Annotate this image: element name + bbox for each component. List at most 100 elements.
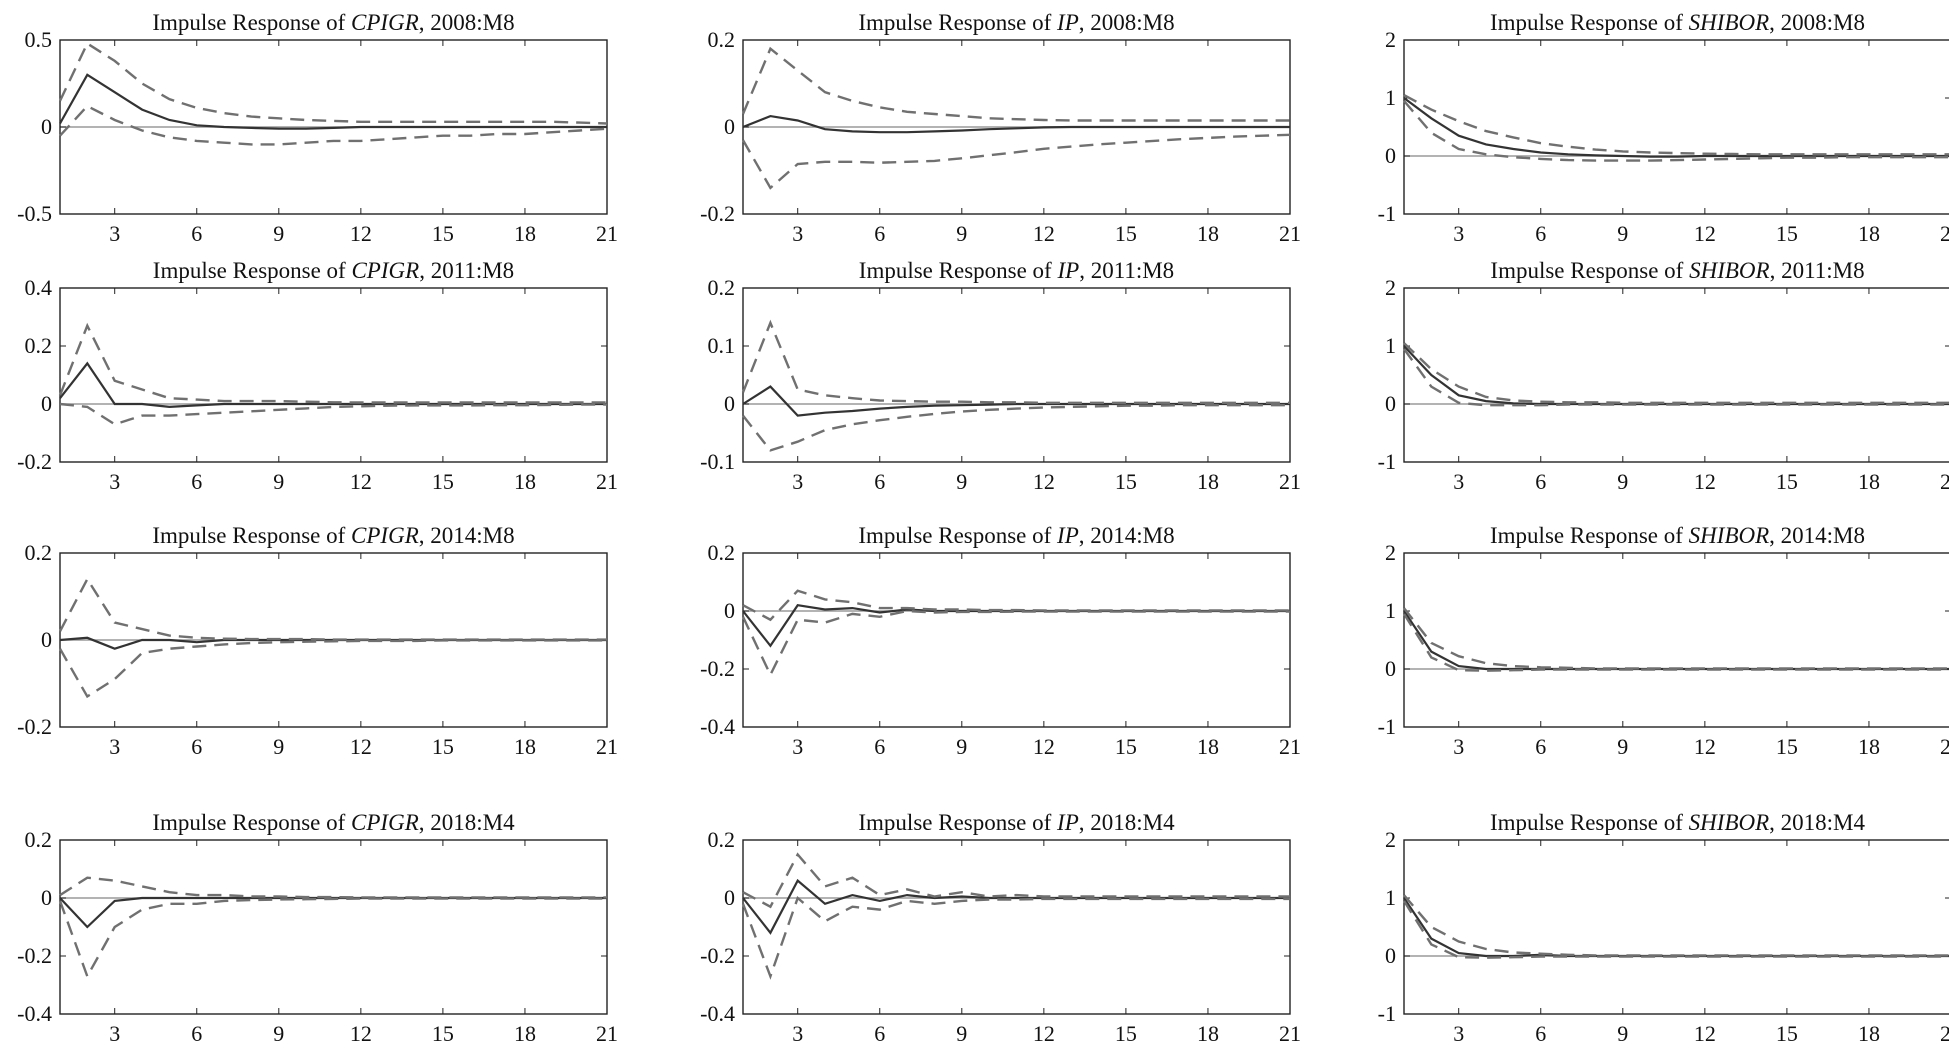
x-tick-label: 3	[792, 734, 803, 759]
x-tick-label: 3	[1453, 469, 1464, 494]
plot-frame	[742, 839, 1291, 1015]
x-tick-label: 12	[1033, 734, 1055, 759]
panel-title-prefix: Impulse Response of	[1490, 523, 1689, 548]
x-tick-label: 12	[1694, 1021, 1716, 1046]
panel-title-suffix: , 2011:M8	[1770, 258, 1865, 283]
panel-title-variable: SHIBOR	[1689, 523, 1769, 548]
panel-title-prefix: Impulse Response of	[859, 258, 1058, 283]
y-tick-label: 0.2	[708, 540, 736, 565]
y-tick-label: 0	[1385, 656, 1396, 681]
x-tick-label: 9	[956, 221, 967, 246]
x-tick-label: 6	[1535, 221, 1546, 246]
panel-4-1: Impulse Response of CPIGR, 2018:M4 0.2 0 -0…	[17, 810, 618, 1046]
panel-title-suffix: , 2011:M8	[1079, 258, 1174, 283]
impulse-response-line	[1403, 97, 1949, 158]
x-tick-label: 6	[191, 221, 202, 246]
panel-title: Impulse Response of IP, 2018:M4	[858, 810, 1175, 835]
y-tick-label: -0.2	[17, 449, 52, 474]
y-tick-label: 1	[1385, 598, 1396, 623]
x-tick-label: 21	[1279, 734, 1301, 759]
y-tick-label: -1	[1378, 714, 1396, 739]
x-tick-label: 21	[1279, 221, 1301, 246]
impulse-response-line	[1403, 345, 1949, 406]
x-tick-label: 9	[956, 469, 967, 494]
x-tick-label: 3	[109, 1021, 120, 1046]
plot-frame	[1403, 287, 1949, 463]
x-tick-label: 18	[1858, 469, 1880, 494]
y-tick-label: -1	[1378, 1001, 1396, 1026]
y-tick-label: -1	[1378, 449, 1396, 474]
y-tick-label: 0.2	[25, 540, 53, 565]
impulse-response-line	[742, 385, 1290, 417]
x-tick-label: 6	[1535, 1021, 1546, 1046]
x-tick-label: 21	[1279, 469, 1301, 494]
y-tick-label: 0	[724, 598, 735, 623]
plot-frame	[742, 287, 1291, 463]
x-tick-label: 12	[350, 469, 372, 494]
confidence-band-lower	[1402, 613, 1949, 672]
x-tick-label: 15	[432, 1021, 454, 1046]
panel-title-suffix: , 2014:M8	[1079, 523, 1175, 548]
confidence-band-lower	[741, 133, 1291, 190]
confidence-band-lower	[1402, 900, 1949, 959]
confidence-band-upper	[58, 41, 608, 125]
y-tick-label: 2	[1385, 827, 1396, 852]
confidence-band-upper	[59, 876, 607, 899]
impulse-response-line	[742, 878, 1290, 935]
x-tick-label: 18	[1858, 221, 1880, 246]
x-tick-label: 12	[1694, 734, 1716, 759]
x-tick-label: 3	[792, 469, 803, 494]
x-tick-label: 15	[1776, 469, 1798, 494]
panel-title-suffix: , 2018:M4	[419, 810, 515, 835]
panel-title-variable: IP	[1056, 10, 1079, 35]
y-tick-label: -0.2	[17, 943, 52, 968]
x-tick-label: 6	[874, 734, 885, 759]
x-tick-label: 15	[1115, 734, 1137, 759]
plot-frame	[1403, 39, 1949, 215]
plot-frame	[59, 287, 608, 463]
panel-title-prefix: Impulse Response of	[858, 523, 1057, 548]
panel-2-3: Impulse Response of SHIBOR, 2011:M8210-1…	[1378, 258, 1949, 494]
x-tick-label: 18	[514, 221, 536, 246]
confidence-band-upper	[741, 319, 1290, 404]
confidence-band-lower	[59, 104, 608, 146]
panel-title-suffix: , 2011:M8	[419, 258, 514, 283]
y-tick-label: -0.2	[17, 714, 52, 739]
panel-title: Impulse Response of SHIBOR, 2008:M8	[1490, 10, 1865, 35]
panel-2-1: Impulse Response of CPIGR, 2011:M8 0.4 0.2…	[17, 258, 618, 494]
y-tick-label: -0.4	[700, 714, 735, 739]
plot-frame	[59, 839, 608, 1015]
y-tick-label: 1	[1385, 885, 1396, 910]
plot-frame	[742, 552, 1291, 728]
y-tick-label: -0.2	[700, 656, 735, 681]
x-tick-label: 21	[1940, 221, 1949, 246]
y-tick-label: -0.4	[700, 1001, 735, 1026]
x-tick-label: 3	[792, 1021, 803, 1046]
x-tick-label: 9	[1617, 1021, 1628, 1046]
x-tick-label: 21	[596, 1021, 618, 1046]
x-tick-label: 6	[1535, 734, 1546, 759]
x-tick-label: 9	[273, 221, 284, 246]
impulse-response-line	[1403, 610, 1949, 671]
plot-frame	[1403, 552, 1949, 728]
x-tick-label: 9	[1617, 734, 1628, 759]
panel-title-prefix: Impulse Response of	[152, 10, 351, 35]
x-tick-label: 9	[1617, 469, 1628, 494]
y-tick-label: -1	[1378, 201, 1396, 226]
confidence-band-upper	[1403, 94, 1949, 156]
panel-title-variable: CPIGR	[351, 523, 419, 548]
panel-title: Impulse Response of CPIGR, 2008:M8	[152, 10, 514, 35]
confidence-band-upper	[742, 852, 1290, 909]
y-tick-label: -0.5	[17, 201, 52, 226]
y-tick-label: 0.2	[708, 27, 736, 52]
x-tick-label: 12	[1033, 469, 1055, 494]
x-tick-label: 12	[1694, 469, 1716, 494]
x-tick-label: 18	[514, 734, 536, 759]
x-tick-label: 3	[109, 469, 120, 494]
panel-2-2: Impulse Response of IP, 2011:M8 0.2 0.1 0 -0…	[700, 258, 1301, 494]
x-tick-label: 15	[432, 469, 454, 494]
y-tick-label: 2	[1385, 27, 1396, 52]
x-tick-label: 18	[1197, 734, 1219, 759]
impulse-response-line	[59, 73, 607, 130]
